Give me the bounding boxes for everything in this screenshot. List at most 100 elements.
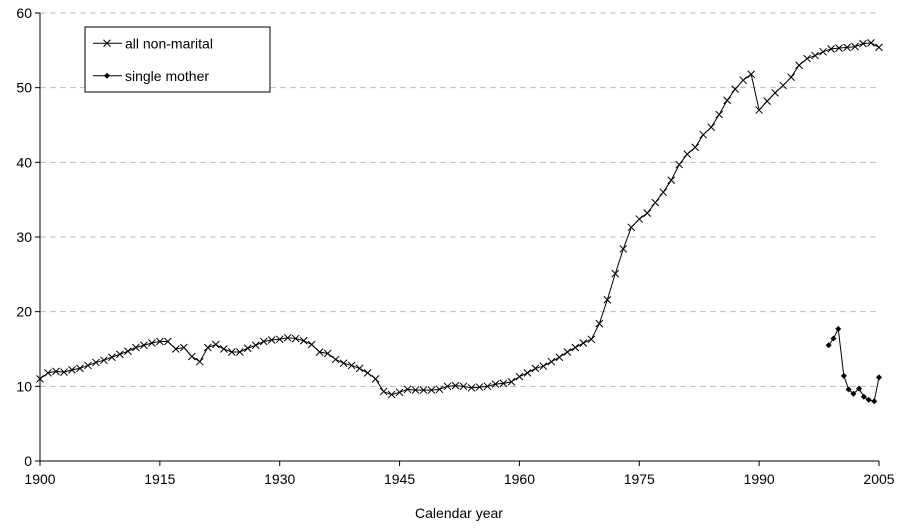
- data-point: [68, 366, 76, 374]
- data-point: [76, 364, 84, 373]
- data-point: [307, 340, 316, 349]
- data-point: [443, 382, 452, 391]
- data-point: [515, 372, 524, 381]
- data-point: [643, 209, 652, 217]
- data-point: [840, 372, 847, 379]
- data-point: [845, 386, 852, 393]
- data-point: [187, 352, 196, 361]
- data-point: [739, 76, 748, 85]
- data-point: [331, 355, 340, 364]
- data-point: [876, 374, 882, 381]
- x-tick-label: 1945: [384, 471, 415, 487]
- data-point: [283, 333, 292, 342]
- data-point: [291, 334, 300, 343]
- data-point: [611, 269, 620, 278]
- data-point: [795, 61, 803, 70]
- data-point: [563, 348, 572, 356]
- data-point: [755, 106, 763, 114]
- data-point: [108, 353, 116, 362]
- data-point: [547, 357, 556, 366]
- x-tick-label: 2005: [863, 471, 894, 487]
- data-point: [851, 42, 859, 51]
- data-point: [555, 353, 564, 362]
- data-point: [451, 381, 460, 390]
- data-point: [747, 70, 756, 79]
- data-point: [140, 341, 148, 350]
- data-point: [843, 43, 851, 52]
- data-point: [267, 336, 276, 344]
- data-point: [731, 85, 740, 94]
- data-point: [659, 188, 668, 197]
- data-point: [243, 344, 252, 353]
- data-point: [387, 390, 396, 399]
- y-tick-label: 0: [24, 453, 32, 469]
- data-point: [179, 343, 188, 352]
- data-point: [299, 336, 308, 345]
- data-point: [835, 44, 843, 52]
- data-point: [499, 379, 508, 388]
- data-point: [211, 340, 220, 349]
- data-point: [371, 375, 380, 383]
- data-point: [803, 54, 811, 63]
- legend-marker: [103, 39, 111, 48]
- data-point: [235, 348, 244, 356]
- data-point: [36, 375, 44, 383]
- data-point: [275, 335, 284, 344]
- data-point: [587, 335, 596, 344]
- data-point: [203, 343, 212, 352]
- data-point: [871, 398, 878, 405]
- data-point: [571, 343, 580, 352]
- data-point: [92, 358, 100, 367]
- x-tick-label: 1960: [504, 471, 535, 487]
- data-point: [132, 343, 140, 352]
- data-point: [619, 245, 628, 253]
- data-point: [195, 357, 204, 366]
- data-point: [467, 383, 476, 392]
- data-point: [699, 130, 708, 139]
- data-point: [595, 319, 604, 328]
- data-point: [339, 359, 348, 368]
- data-point: [819, 47, 827, 56]
- y-tick-label: 40: [16, 154, 32, 170]
- y-tick-label: 60: [16, 5, 32, 21]
- data-point: [171, 345, 180, 353]
- data-point: [787, 73, 795, 82]
- data-point: [315, 348, 324, 356]
- y-tick-label: 10: [16, 378, 32, 394]
- data-point: [363, 369, 372, 377]
- data-point: [475, 383, 484, 391]
- series-line: [828, 327, 880, 402]
- data-point: [100, 356, 108, 365]
- data-point: [825, 342, 832, 349]
- x-tick-label: 1975: [624, 471, 655, 487]
- data-point: [683, 150, 692, 158]
- data-point: [259, 337, 268, 346]
- data-point: [827, 44, 835, 53]
- data-point: [491, 380, 500, 388]
- data-point: [603, 295, 612, 304]
- data-point: [867, 39, 875, 47]
- data-point: [156, 337, 164, 346]
- data-point: [44, 369, 52, 377]
- data-point: [835, 325, 842, 332]
- x-axis-label: Calendar year: [415, 505, 503, 521]
- data-point: [124, 347, 132, 356]
- data-point: [411, 386, 420, 394]
- data-point: [723, 96, 732, 105]
- data-point: [627, 223, 636, 232]
- data-point: [811, 51, 819, 60]
- data-point: [531, 364, 540, 373]
- data-point: [856, 385, 863, 392]
- data-point: [865, 396, 872, 403]
- data-point: [323, 349, 332, 358]
- data-point: [148, 339, 156, 347]
- data-point: [860, 393, 867, 400]
- data-point: [427, 386, 436, 394]
- data-point: [52, 367, 60, 376]
- legend-box: [84, 26, 271, 93]
- data-point: [507, 377, 516, 386]
- data-point: [419, 386, 428, 394]
- data-point: [459, 382, 468, 391]
- data-point: [715, 110, 724, 119]
